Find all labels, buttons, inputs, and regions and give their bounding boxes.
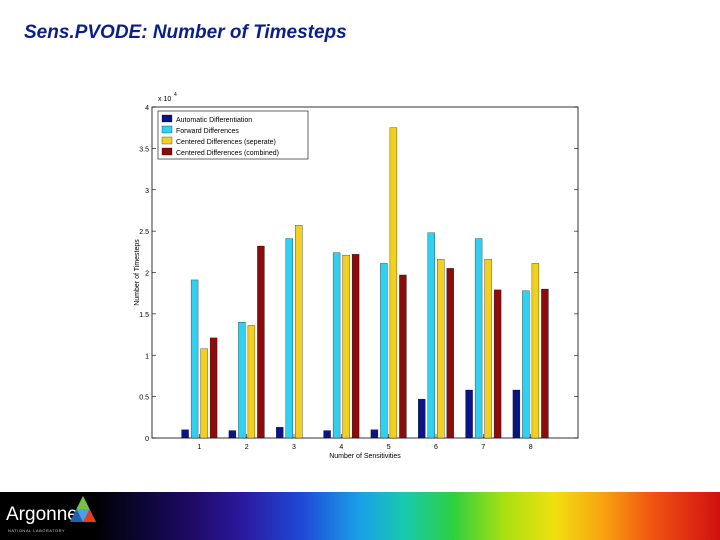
y-tick-label: 3 xyxy=(145,188,149,195)
legend-label: Forward Differences xyxy=(176,128,239,135)
legend-swatch xyxy=(161,114,173,123)
y-tick-label: 2 xyxy=(145,271,149,278)
y-tick-label: 3.5 xyxy=(139,146,149,153)
bar xyxy=(285,238,293,439)
y-tick-label: 4 xyxy=(145,105,149,112)
y-tick-label: 1.5 xyxy=(139,312,149,319)
y-tick-label: 1 xyxy=(145,353,149,360)
bar xyxy=(181,429,189,439)
bar xyxy=(380,263,388,439)
bar xyxy=(399,274,407,439)
bar xyxy=(351,254,360,439)
x-tick-label: 2 xyxy=(245,444,249,451)
plot-frame xyxy=(151,106,579,439)
x-tick-label: 6 xyxy=(434,444,438,451)
legend-label: Centered Differences (combined) xyxy=(176,150,279,157)
argonne-logo-subtext: NATIONAL LABORATORY xyxy=(8,528,66,533)
bar xyxy=(228,430,237,439)
x-axis-label: Number of Sensitivities xyxy=(329,453,401,460)
bar xyxy=(541,288,549,439)
bar xyxy=(389,127,398,439)
legend-swatch xyxy=(161,147,173,156)
argonne-logo-icon xyxy=(70,496,96,522)
bar xyxy=(342,254,350,439)
y-scale-label: x 10 xyxy=(158,96,171,103)
bar xyxy=(257,245,265,439)
x-tick-label: 5 xyxy=(387,444,391,451)
legend-swatch xyxy=(161,136,173,145)
bar xyxy=(370,429,379,439)
bar xyxy=(474,238,483,439)
bar xyxy=(209,337,218,439)
x-tick-label: 8 xyxy=(529,444,533,451)
y-tick-label: 0 xyxy=(145,436,149,443)
x-tick-label: 1 xyxy=(197,444,201,451)
bar xyxy=(238,321,246,439)
bar xyxy=(247,325,256,439)
bar xyxy=(446,268,454,439)
bar xyxy=(437,259,445,439)
slide-title: Sens.PVODE: Number of Timesteps xyxy=(24,22,347,43)
bar xyxy=(484,259,492,439)
bar xyxy=(522,290,530,439)
bar xyxy=(190,279,199,439)
bar xyxy=(276,427,284,439)
y-tick-label: 0.5 xyxy=(139,395,149,402)
legend-label: Centered Differences (seperate) xyxy=(176,139,276,146)
bar xyxy=(427,232,435,439)
bar xyxy=(200,348,208,439)
bar xyxy=(295,225,303,439)
bar xyxy=(418,398,426,439)
bar xyxy=(512,389,521,439)
legend-label: Automatic Differentiation xyxy=(176,117,252,124)
x-tick-label: 3 xyxy=(292,444,296,451)
bar xyxy=(531,263,540,439)
x-tick-label: 7 xyxy=(481,444,485,451)
footer-banner: Argonne NATIONAL LABORATORY xyxy=(0,492,720,540)
bar xyxy=(493,289,502,439)
y-axis-label: Number of Timesteps xyxy=(134,239,141,306)
y-tick-label: 2.5 xyxy=(139,229,149,236)
bar xyxy=(465,389,473,439)
bar xyxy=(323,430,331,439)
legend-box xyxy=(157,110,309,160)
y-scale-exponent: 4 xyxy=(174,92,177,98)
legend-swatch xyxy=(161,125,173,134)
x-tick-label: 4 xyxy=(339,444,343,451)
bar xyxy=(332,252,341,439)
argonne-logo-text: Argonne xyxy=(6,504,78,525)
